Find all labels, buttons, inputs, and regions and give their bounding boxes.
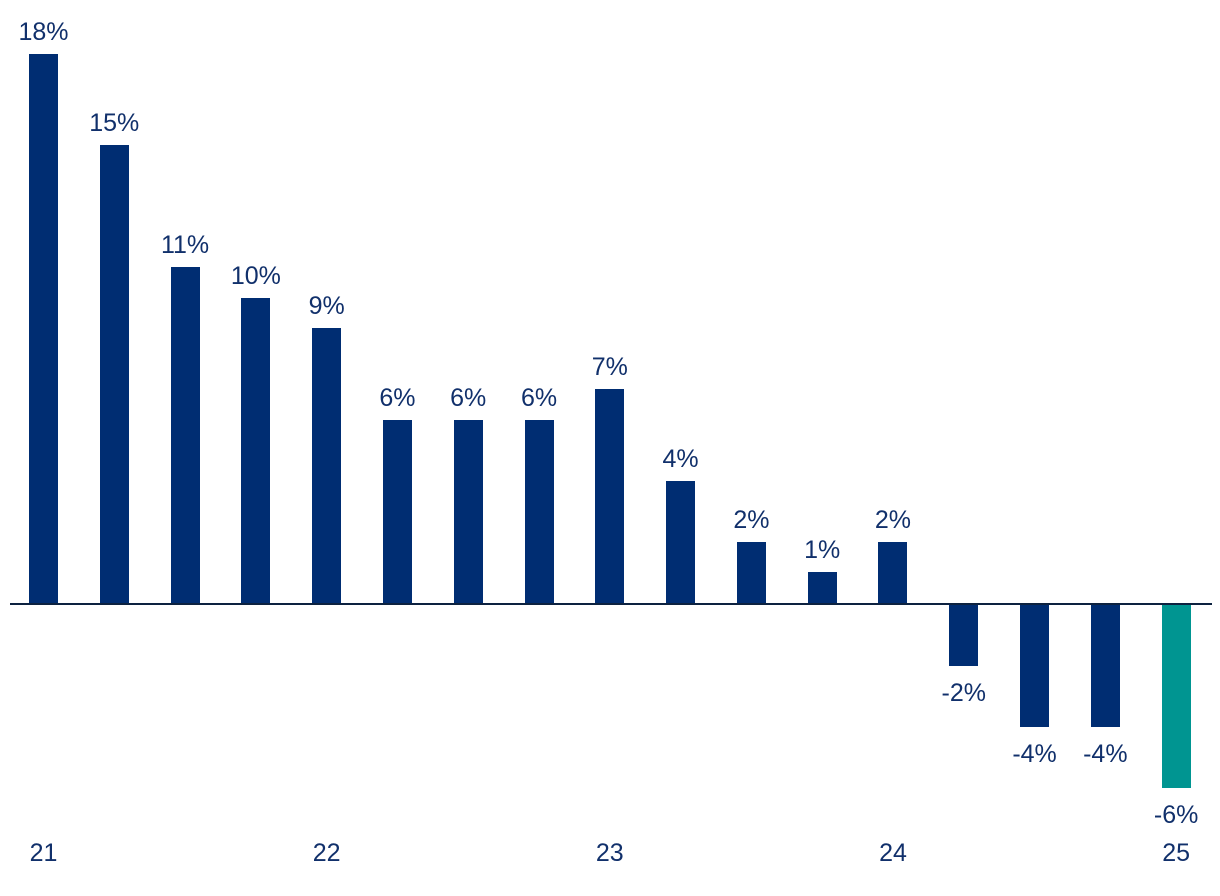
x-axis-label: 22 — [312, 839, 341, 867]
value-label: 9% — [308, 292, 345, 320]
value-label: 6% — [450, 384, 487, 412]
bar — [382, 420, 412, 603]
value-label: 2% — [874, 506, 912, 534]
value-label: 6% — [520, 384, 558, 412]
value-label: 4% — [662, 445, 699, 473]
value-label: -4% — [1083, 740, 1128, 768]
bar — [949, 605, 979, 666]
value-label: 18% — [18, 18, 69, 46]
bar — [524, 420, 554, 603]
bar — [666, 481, 696, 603]
value-label: 1% — [804, 536, 841, 564]
value-label: -6% — [1153, 801, 1199, 829]
bar — [170, 267, 200, 603]
value-label: 10% — [230, 262, 281, 290]
x-axis-label: 24 — [879, 839, 907, 867]
x-axis-label: 23 — [595, 839, 624, 867]
bar — [29, 54, 58, 603]
bar — [453, 420, 483, 603]
bar — [1020, 605, 1050, 727]
value-label: 6% — [379, 384, 416, 412]
x-axis-label: 25 — [1162, 839, 1191, 867]
value-label: 7% — [591, 353, 628, 381]
bar — [312, 328, 342, 603]
value-label: 11% — [160, 231, 210, 259]
bar — [736, 542, 766, 603]
bar — [241, 298, 271, 603]
bar — [1161, 605, 1191, 788]
bar — [878, 542, 908, 603]
bar — [1090, 605, 1120, 727]
value-label: -4% — [1012, 740, 1057, 768]
x-axis-label: 21 — [29, 839, 58, 867]
value-label: 2% — [733, 506, 770, 534]
bar — [99, 145, 129, 603]
value-label: -2% — [941, 679, 986, 707]
bar — [807, 572, 837, 603]
value-label: 15% — [89, 109, 140, 137]
x-axis-line — [10, 603, 1212, 605]
bar — [595, 389, 625, 603]
